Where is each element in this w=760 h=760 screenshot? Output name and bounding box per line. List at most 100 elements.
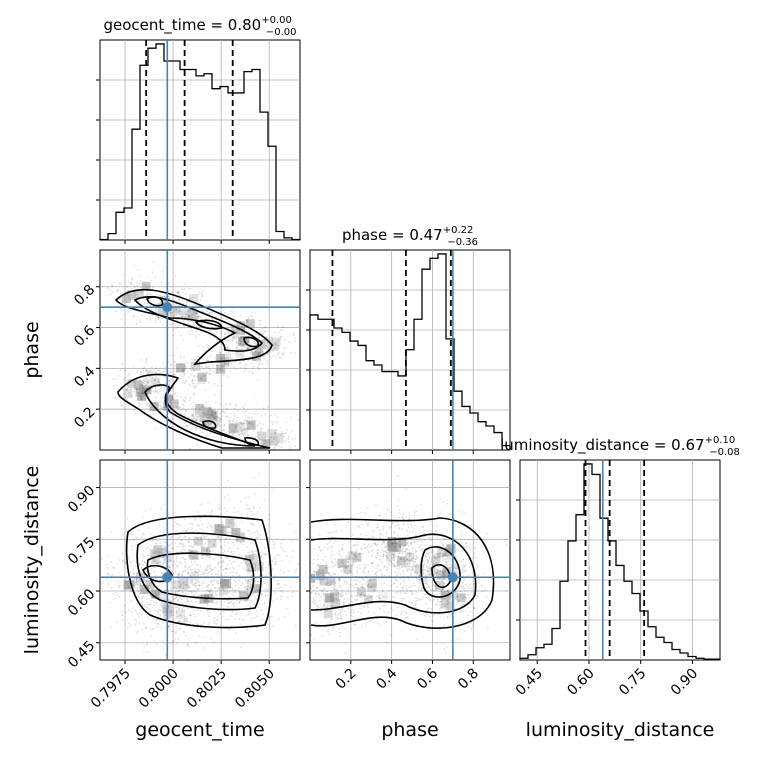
sample-point — [160, 578, 163, 580]
sample-point — [187, 309, 190, 312]
sample-point — [250, 352, 253, 354]
sample-point — [446, 603, 449, 606]
sample-point — [234, 403, 237, 406]
sample-point — [204, 359, 207, 361]
sample-point — [232, 561, 235, 563]
sample-point — [373, 612, 376, 614]
sample-point — [294, 437, 296, 440]
sample-point — [436, 553, 438, 556]
sample-point — [461, 550, 463, 553]
sample-point — [338, 578, 341, 580]
sample-point — [149, 304, 152, 307]
sample-point — [227, 599, 230, 601]
sample-point — [273, 433, 276, 436]
sample-point — [363, 578, 366, 581]
sample-point — [175, 587, 178, 590]
sample-point — [197, 412, 200, 415]
sample-point — [199, 519, 202, 522]
sample-point — [402, 512, 405, 515]
sample-point — [361, 585, 363, 588]
sample-point — [350, 600, 353, 603]
sample-point — [222, 429, 225, 431]
sample-point — [258, 351, 261, 354]
sample-point — [380, 583, 383, 585]
sample-point — [349, 599, 351, 601]
sample-point — [109, 574, 111, 576]
sample-point — [216, 420, 219, 423]
sample-point — [142, 564, 145, 567]
sample-point — [139, 562, 141, 565]
sample-point — [260, 560, 263, 563]
sample-point — [206, 604, 209, 607]
sample-point — [449, 588, 452, 591]
sample-point — [219, 368, 221, 370]
sample-point — [364, 567, 366, 570]
sample-point — [273, 347, 276, 350]
sample-point — [301, 566, 303, 568]
density-cell — [197, 372, 207, 382]
sample-point — [312, 562, 314, 565]
sample-point — [207, 407, 210, 410]
sample-point — [213, 418, 216, 421]
sample-point — [295, 568, 297, 571]
sample-point — [486, 532, 489, 535]
sample-point — [463, 587, 466, 590]
sample-point — [288, 522, 291, 525]
sample-point — [261, 574, 264, 576]
sample-point — [437, 553, 440, 556]
sample-point — [176, 599, 179, 602]
sample-point — [263, 601, 266, 604]
sample-point — [183, 414, 186, 417]
sample-point — [213, 620, 215, 622]
sample-point — [249, 599, 252, 602]
sample-point — [444, 560, 447, 563]
sample-point — [317, 564, 320, 567]
sample-point — [180, 377, 182, 380]
sample-point — [161, 556, 164, 559]
sample-point — [303, 445, 305, 447]
sample-point — [187, 313, 189, 316]
sample-point — [412, 568, 415, 571]
sample-point — [116, 289, 119, 291]
sample-point — [247, 579, 250, 582]
sample-point — [261, 327, 263, 330]
sample-point — [200, 573, 203, 576]
panel-phase-vs-phase — [306, 249, 511, 454]
sample-point — [189, 315, 191, 317]
sample-point — [171, 535, 174, 538]
sample-point — [320, 589, 323, 592]
density-cell — [446, 553, 456, 563]
sample-point — [121, 590, 123, 592]
sample-point — [207, 584, 210, 586]
sample-point — [231, 610, 234, 613]
sample-point — [207, 609, 210, 612]
sample-point — [397, 564, 399, 567]
sample-point — [196, 510, 199, 513]
sample-point — [308, 603, 310, 605]
sample-point — [274, 542, 276, 545]
sample-point — [205, 567, 208, 570]
sample-point — [413, 571, 416, 573]
sample-point — [230, 562, 233, 565]
sample-point — [150, 628, 153, 631]
sample-point — [414, 551, 417, 554]
sample-point — [210, 581, 212, 584]
sample-point — [206, 356, 209, 359]
sample-point — [228, 431, 231, 434]
sample-point — [249, 587, 252, 589]
sample-point — [221, 585, 224, 588]
sample-point — [457, 600, 460, 603]
sample-point — [444, 582, 447, 585]
sample-point — [429, 599, 432, 602]
sample-point — [219, 555, 222, 558]
sample-point — [253, 477, 256, 479]
sample-point — [226, 510, 228, 512]
sample-point — [292, 591, 294, 594]
sample-point — [368, 593, 371, 596]
sample-point — [128, 609, 131, 612]
sample-point — [155, 643, 158, 646]
sample-point — [382, 527, 385, 529]
sample-point — [446, 502, 449, 505]
sample-point — [463, 603, 466, 606]
sample-point — [191, 579, 194, 581]
